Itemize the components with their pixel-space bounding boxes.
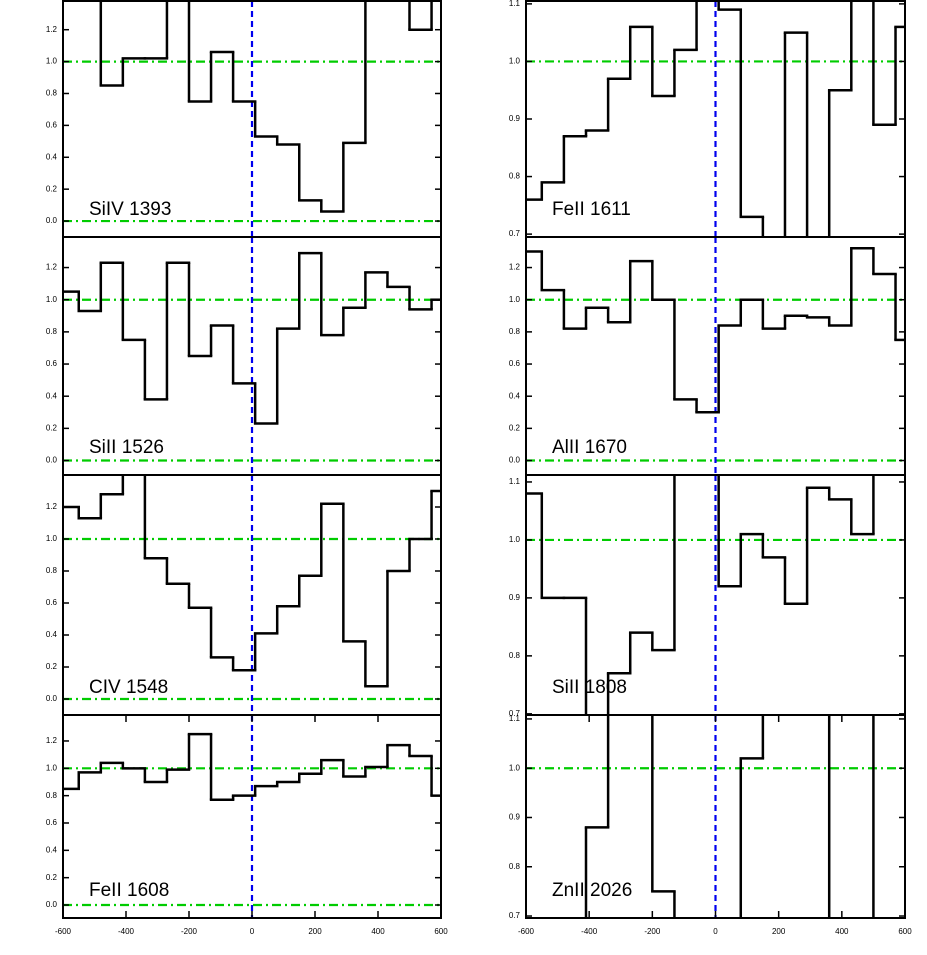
line-label: SiII 1808	[552, 677, 627, 698]
y-tick-label: 0.4	[46, 845, 58, 854]
y-tick-label: 0.2	[46, 873, 58, 882]
y-tick-label: 0.6	[509, 359, 521, 368]
line-label: FeII 1611	[552, 199, 631, 220]
y-tick-label: 0.6	[46, 598, 58, 607]
y-tick-label: 1.0	[46, 57, 58, 66]
y-tick-label: 0.8	[509, 327, 521, 336]
x-tick-label: 0	[713, 927, 718, 936]
y-tick-label: 0.8	[46, 327, 58, 336]
plot-area	[63, 715, 441, 918]
plot-area	[63, 237, 441, 475]
y-tick-label: 0.9	[509, 593, 521, 602]
y-tick-label: 1.2	[46, 736, 58, 745]
y-tick-label: 0.2	[509, 423, 521, 432]
line-label: SiIV 1393	[89, 199, 171, 220]
panel: 0.0 0.2 0.4 0.6 0.8 1.0 1.2 -600 -400 -200 0 200 400…	[46, 714, 448, 936]
x-tick-label: 0	[250, 927, 255, 936]
y-tick-label: 1.2	[46, 502, 58, 511]
x-tick-label: 200	[308, 927, 322, 936]
y-tick-label: 0.8	[46, 791, 58, 800]
line-label: CIV 1548	[89, 677, 168, 698]
x-tick-label: 600	[898, 927, 912, 936]
y-tick-label: 0.8	[509, 862, 521, 871]
x-tick-label: -600	[518, 927, 535, 936]
x-tick-label: -200	[644, 927, 661, 936]
plot-area	[526, 715, 905, 918]
y-tick-label: 1.0	[509, 763, 521, 772]
y-tick-label: 0.0	[46, 216, 58, 225]
panel: 0.0 0.2 0.4 0.6 0.8 1.0 1.2 SiII 1526	[46, 236, 442, 476]
x-tick-label: 600	[434, 927, 448, 936]
y-tick-label: 0.8	[509, 172, 521, 181]
line-label: FeII 1608	[89, 880, 169, 901]
plot-area	[526, 1, 905, 237]
y-tick-label: 0.7	[509, 709, 521, 718]
y-tick-label: 0.6	[46, 818, 58, 827]
y-tick-label: 0.8	[46, 566, 58, 575]
panel: 0.0 0.2 0.4 0.6 0.8 1.0 1.2 AlII 1670	[509, 236, 906, 476]
y-tick-label: 1.0	[46, 295, 58, 304]
y-tick-label: 1.0	[46, 534, 58, 543]
y-tick-label: 1.0	[46, 763, 58, 772]
y-tick-label: 0.4	[509, 391, 521, 400]
y-tick-label: 0.2	[46, 184, 58, 193]
x-tick-label: 400	[371, 927, 385, 936]
x-tick-label: -600	[55, 927, 72, 936]
y-tick-label: 0.9	[509, 813, 521, 822]
y-tick-label: 1.2	[509, 263, 521, 272]
panel: 0.7 0.8 0.9 1.0 1.1 SiII 1808	[509, 474, 906, 718]
y-tick-label: 0.6	[46, 359, 58, 368]
plot-area	[63, 1, 441, 237]
panel: 0.7 0.8 0.9 1.0 1.1 -600 -400 -200 0 200 400 600 ZnI…	[509, 714, 912, 936]
y-tick-label: 0.0	[46, 694, 58, 703]
y-tick-label: 0.7	[509, 911, 521, 920]
x-tick-label: 200	[772, 927, 786, 936]
y-tick-label: 1.1	[509, 0, 521, 8]
panel: 0.0 0.2 0.4 0.6 0.8 1.0 1.2 CIV 1548	[46, 474, 442, 716]
line-label: ZnII 2026	[552, 880, 632, 901]
y-tick-label: 1.1	[509, 714, 521, 723]
y-tick-label: 0.4	[46, 152, 58, 161]
plot-area	[63, 475, 441, 715]
y-tick-label: 0.7	[509, 229, 521, 238]
line-label: AlII 1670	[552, 437, 627, 458]
panel: 0.7 0.8 0.9 1.0 1.1 FeII 1611	[509, 0, 906, 238]
y-tick-label: 0.4	[46, 391, 58, 400]
line-label: SiII 1526	[89, 437, 164, 458]
y-tick-label: 0.8	[509, 651, 521, 660]
y-tick-label: 0.4	[46, 630, 58, 639]
y-tick-label: 1.1	[509, 477, 521, 486]
plot-area	[526, 237, 905, 475]
x-tick-label: 400	[835, 927, 849, 936]
y-tick-label: 0.2	[46, 423, 58, 432]
y-tick-label: 0.0	[46, 900, 58, 909]
y-tick-label: 1.0	[509, 535, 521, 544]
y-tick-label: 0.0	[509, 456, 521, 465]
y-tick-label: 0.8	[46, 89, 58, 98]
x-tick-label: -400	[581, 927, 598, 936]
y-tick-label: 1.0	[509, 295, 521, 304]
panel: 0.0 0.2 0.4 0.6 0.8 1.0 1.2 SiIV 1393	[46, 0, 442, 238]
y-tick-label: 1.2	[46, 25, 58, 34]
y-tick-label: 0.9	[509, 114, 521, 123]
y-tick-label: 0.2	[46, 662, 58, 671]
y-tick-label: 0.6	[46, 120, 58, 129]
y-tick-label: 1.2	[46, 263, 58, 272]
x-tick-label: -400	[118, 927, 135, 936]
plot-area	[526, 475, 905, 715]
y-tick-label: 1.0	[509, 57, 521, 66]
x-tick-label: -200	[181, 927, 198, 936]
y-tick-label: 0.0	[46, 456, 58, 465]
